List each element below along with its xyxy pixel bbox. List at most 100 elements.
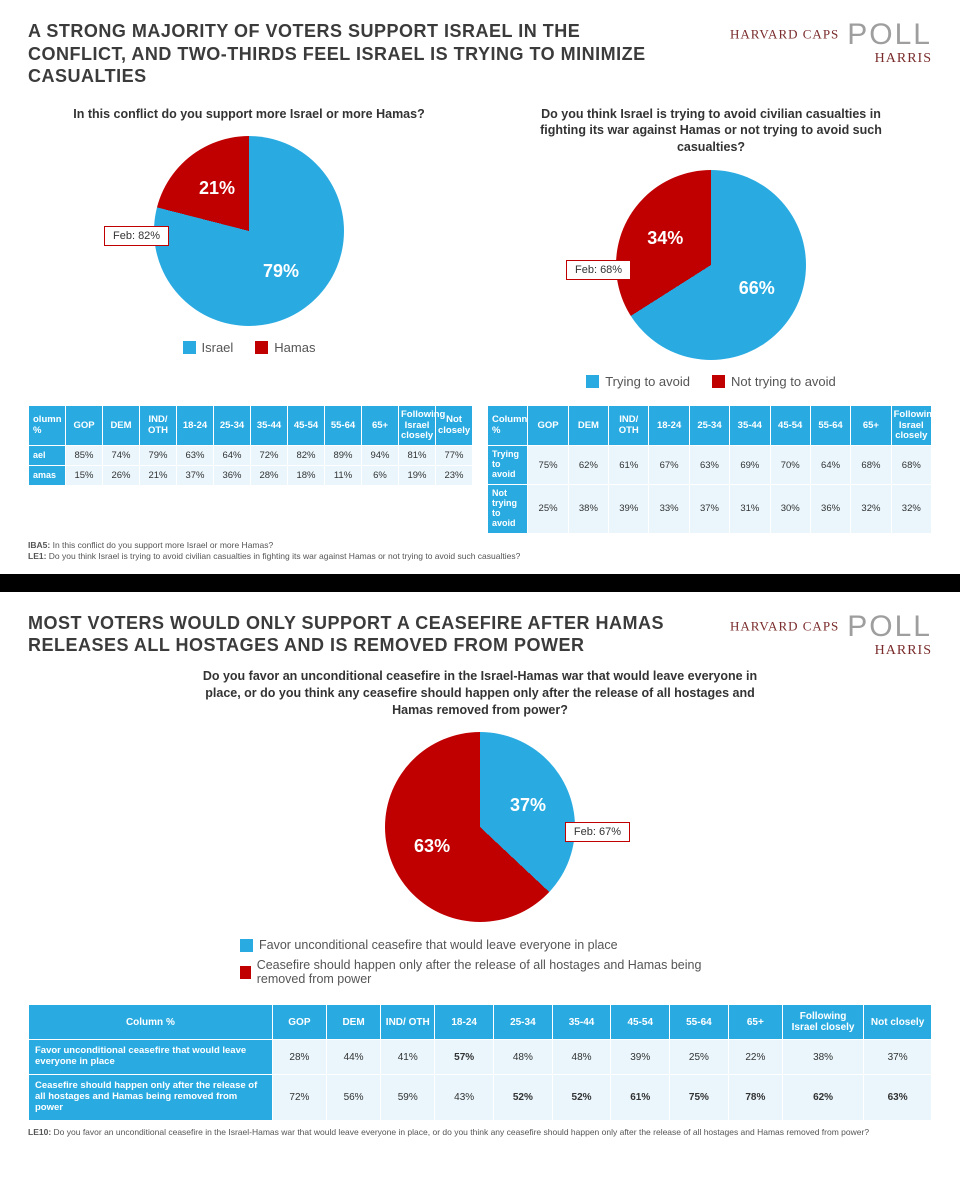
chart-avoid-col: Do you think Israel is trying to avoid c… (490, 106, 932, 390)
panel1-header: A STRONG MAJORITY OF VOTERS SUPPORT ISRA… (28, 20, 932, 88)
col-header: 25-34 (689, 406, 729, 446)
table-cell: 31% (730, 485, 770, 534)
footnote-text: Do you think Israel is trying to avoid c… (49, 551, 521, 561)
table-cell: 48% (494, 1040, 553, 1075)
footnote: LE10: Do you favor an unconditional ceas… (28, 1127, 932, 1138)
legend-label: Israel (202, 340, 234, 355)
col-header: Column % (488, 406, 528, 446)
row-header: Trying to avoid (488, 446, 528, 485)
table-cell: 32% (891, 485, 931, 534)
table-cell: 33% (649, 485, 689, 534)
table-cell: 25% (528, 485, 568, 534)
table-ceasefire: Column %GOPDEMIND/ OTH18-2425-3435-4445-… (28, 1004, 932, 1121)
table-cell: 85% (66, 446, 103, 466)
table-cell: 39% (609, 485, 649, 534)
col-header: Column % (29, 1005, 273, 1040)
table-cell: 61% (611, 1075, 670, 1121)
table-cell: 44% (326, 1040, 380, 1075)
chartA-legend: Israel Hamas (183, 340, 316, 355)
legend-label: Hamas (274, 340, 315, 355)
swatch-icon (240, 966, 251, 979)
chartB-label-red: 34% (647, 228, 683, 249)
table-cell: 62% (568, 446, 608, 485)
chartA-feb-box: Feb: 82% (104, 226, 169, 246)
col-header: 65+ (851, 406, 891, 446)
brand-poll: POLL (847, 18, 932, 51)
table-cell: 25% (670, 1040, 729, 1075)
col-header: GOP (66, 406, 103, 446)
footnote-code: LE10: (28, 1127, 51, 1137)
table-cell: 36% (810, 485, 850, 534)
brand-poll: POLL (847, 610, 932, 643)
brand-line1: HARVARD CAPS (730, 27, 839, 42)
col-header: DEM (103, 406, 140, 446)
panel2-headline: MOST VOTERS WOULD ONLY SUPPORT A CEASEFI… (28, 612, 668, 657)
col-header: Following Israel closely (782, 1005, 863, 1040)
table-cell: 52% (552, 1075, 611, 1121)
footnote-code: IBA5: (28, 540, 50, 550)
col-header: 18-24 (177, 406, 214, 446)
table-cell: 75% (528, 446, 568, 485)
col-header: 45-54 (611, 1005, 670, 1040)
row-header: Not trying to avoid (488, 485, 528, 534)
col-header: 55-64 (670, 1005, 729, 1040)
col-header: 45-54 (288, 406, 325, 446)
table-cell: 52% (494, 1075, 553, 1121)
col-header: 65+ (362, 406, 399, 446)
footnote-text: Do you favor an unconditional ceasefire … (54, 1127, 870, 1137)
table-cell: 26% (103, 466, 140, 486)
panel2-chart: Do you favor an unconditional ceasefire … (28, 668, 932, 987)
chartC-feb-box: Feb: 67% (565, 822, 630, 842)
col-header: 65+ (728, 1005, 782, 1040)
legend-item: Hamas (255, 340, 315, 355)
chartC-pie (385, 732, 575, 922)
table-cell: 77% (436, 446, 473, 466)
chartB-pie (616, 170, 806, 360)
brand-line2: HARRIS (875, 51, 932, 66)
legend-item: Trying to avoid (586, 374, 690, 389)
table-cell: 28% (272, 1040, 326, 1075)
chartC-label-blue: 37% (510, 795, 546, 816)
table-cell: 23% (436, 466, 473, 486)
table-cell: 89% (325, 446, 362, 466)
legend-label: Ceasefire should happen only after the r… (257, 958, 720, 986)
row-header: Favor unconditional ceasefire that would… (29, 1040, 273, 1075)
col-header: 45-54 (770, 406, 810, 446)
chartB-feb-box: Feb: 68% (566, 260, 631, 280)
table-cell: 39% (611, 1040, 670, 1075)
panel2-header: MOST VOTERS WOULD ONLY SUPPORT A CEASEFI… (28, 612, 932, 658)
col-header: olumn % (29, 406, 66, 446)
chartB-legend: Trying to avoid Not trying to avoid (586, 374, 836, 389)
swatch-icon (255, 341, 268, 354)
brand-logo: HARVARD CAPS POLL HARRIS (718, 612, 932, 658)
legend-label: Trying to avoid (605, 374, 690, 389)
swatch-icon (712, 375, 725, 388)
table-cell: 28% (251, 466, 288, 486)
table-cell: 48% (552, 1040, 611, 1075)
table-cell: 69% (730, 446, 770, 485)
panel-support: A STRONG MAJORITY OF VOTERS SUPPORT ISRA… (0, 0, 960, 574)
brand-logo: HARVARD CAPS POLL HARRIS (718, 20, 932, 66)
table-cell: 62% (782, 1075, 863, 1121)
chartA-label-red: 21% (199, 178, 235, 199)
table-cell: 43% (435, 1075, 494, 1121)
table-cell: 37% (689, 485, 729, 534)
col-header: 18-24 (649, 406, 689, 446)
panel1-footnotes: IBA5: In this conflict do you support mo… (28, 540, 932, 562)
table-cell: 72% (251, 446, 288, 466)
table-cell: 78% (728, 1075, 782, 1121)
col-header: Not closely (864, 1005, 932, 1040)
table-cell: 63% (864, 1075, 932, 1121)
table-cell: 37% (864, 1040, 932, 1075)
col-header: GOP (272, 1005, 326, 1040)
chartA-pie-wrap: 79% 21% Feb: 82% (154, 136, 344, 326)
legend-item: Not trying to avoid (712, 374, 836, 389)
table-cell: 18% (288, 466, 325, 486)
table-avoid: Column %GOPDEMIND/ OTH18-2425-3435-4445-… (487, 405, 932, 534)
row-header: amas (29, 466, 66, 486)
table-cell: 67% (649, 446, 689, 485)
table-cell: 30% (770, 485, 810, 534)
footnote: IBA5: In this conflict do you support mo… (28, 540, 932, 551)
col-header: 18-24 (435, 1005, 494, 1040)
chartB-question: Do you think Israel is trying to avoid c… (521, 106, 901, 157)
